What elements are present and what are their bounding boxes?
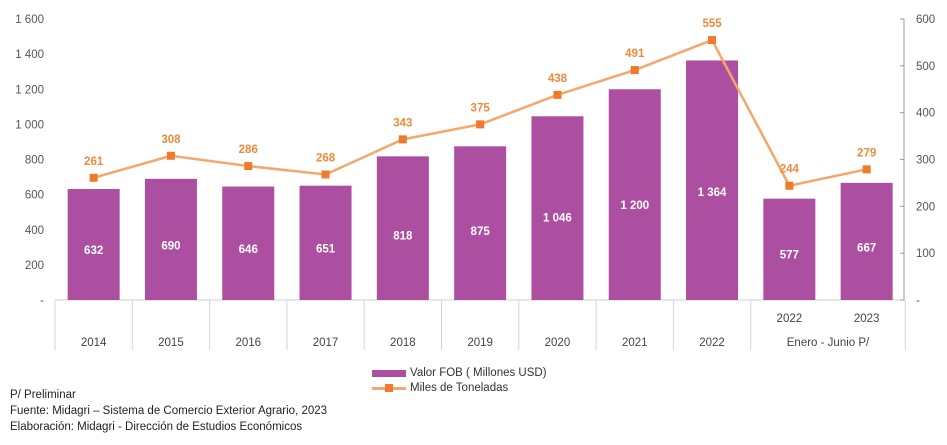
bar-data-label: 651 [316, 244, 336, 256]
category-label: 2021 [622, 337, 648, 349]
bar [67, 189, 120, 300]
line-data-label: 438 [548, 73, 568, 85]
right-axis-tick: 400 [916, 108, 935, 120]
line-data-label: 244 [780, 164, 800, 176]
bar-data-label: 818 [393, 230, 413, 242]
line-marker [166, 151, 175, 160]
bar-data-label: 690 [161, 240, 180, 252]
bar-data-label: 875 [471, 226, 491, 238]
category-label: 2019 [467, 337, 493, 349]
line-marker [244, 162, 253, 171]
line-marker [321, 170, 330, 179]
category-label: 2023 [854, 313, 880, 325]
left-axis-tick: 400 [25, 225, 44, 237]
note-elaboration: Elaboración: Midagri - Dirección de Estu… [10, 421, 303, 433]
left-axis-tick: 1 200 [15, 84, 44, 96]
bar [531, 116, 584, 300]
line-marker [89, 173, 98, 182]
note-source: Fuente: Midagri – Sistema de Comercio Ex… [10, 405, 328, 417]
legend-label: Miles de Toneladas [410, 382, 509, 394]
bar [608, 89, 661, 300]
legend-label: Valor FOB ( Millones USD) [410, 367, 547, 379]
category-label: 2016 [235, 337, 261, 349]
legend: Valor FOB ( Millones USD) Miles de Tonel… [372, 366, 547, 396]
left-axis-tick: 200 [25, 260, 44, 272]
left-axis-tick: 1 600 [15, 14, 44, 26]
bar [299, 185, 352, 300]
category-label: 2017 [313, 337, 339, 349]
left-axis-tick: 800 [25, 155, 44, 167]
right-axis-tick: 500 [916, 61, 935, 73]
line-data-label: 308 [161, 134, 181, 146]
line-data-label: 343 [393, 117, 412, 129]
line-data-label: 491 [625, 48, 645, 60]
category-label: 2015 [158, 337, 184, 349]
left-axis-tick: - [40, 295, 44, 307]
legend-swatch-bar [372, 370, 406, 377]
line-marker [862, 165, 871, 174]
left-axis-tick: 1 000 [15, 119, 44, 131]
bar [144, 178, 197, 300]
right-axis-tick: 200 [916, 201, 935, 213]
line-marker [785, 181, 794, 190]
footnotes: P/ Preliminar Fuente: Midagri – Sistema … [10, 387, 327, 435]
right-axis-tick: 100 [916, 248, 935, 260]
line-data-label: 268 [316, 152, 336, 164]
line-data-label: 555 [702, 18, 722, 30]
right-axis-tick: 300 [916, 155, 935, 167]
bar [763, 198, 816, 300]
line-data-label: 279 [857, 147, 876, 159]
right-axis-tick: 600 [916, 14, 935, 26]
category-label: 2018 [390, 337, 416, 349]
category-label: 2022 [699, 337, 725, 349]
bar [376, 156, 429, 300]
legend-item-bar: Valor FOB ( Millones USD) [372, 366, 547, 381]
bar-data-label: 577 [780, 249, 799, 261]
right-axis-tick: - [916, 295, 920, 307]
bar-data-label: 1 364 [698, 187, 727, 199]
bar-data-label: 632 [84, 245, 103, 257]
bar [840, 182, 893, 300]
line-data-label: 375 [471, 102, 491, 114]
legend-swatch-line [372, 384, 406, 392]
bar-data-label: 646 [239, 244, 258, 256]
line-marker [553, 90, 562, 99]
bar [686, 60, 739, 301]
line-marker [708, 36, 717, 45]
left-axis-tick: 600 [25, 190, 44, 202]
left-axis-tick: 1 400 [15, 49, 44, 61]
bar-data-label: 667 [857, 242, 876, 254]
line-marker [630, 66, 639, 75]
note-preliminar: P/ Preliminar [10, 389, 76, 401]
bar [454, 146, 507, 300]
category-label: 2014 [81, 337, 107, 349]
line-marker [476, 120, 485, 129]
line-data-label: 286 [239, 144, 258, 156]
bar [222, 186, 275, 300]
category-group-label: Enero - Junio P/ [787, 337, 870, 349]
legend-item-line: Miles de Toneladas [372, 381, 547, 396]
bar-data-label: 1 046 [543, 212, 572, 224]
bar-data-label: 1 200 [620, 200, 649, 212]
category-label: 2020 [545, 337, 571, 349]
line-data-label: 261 [84, 156, 104, 168]
line-marker [398, 135, 407, 144]
category-label: 2022 [777, 313, 803, 325]
